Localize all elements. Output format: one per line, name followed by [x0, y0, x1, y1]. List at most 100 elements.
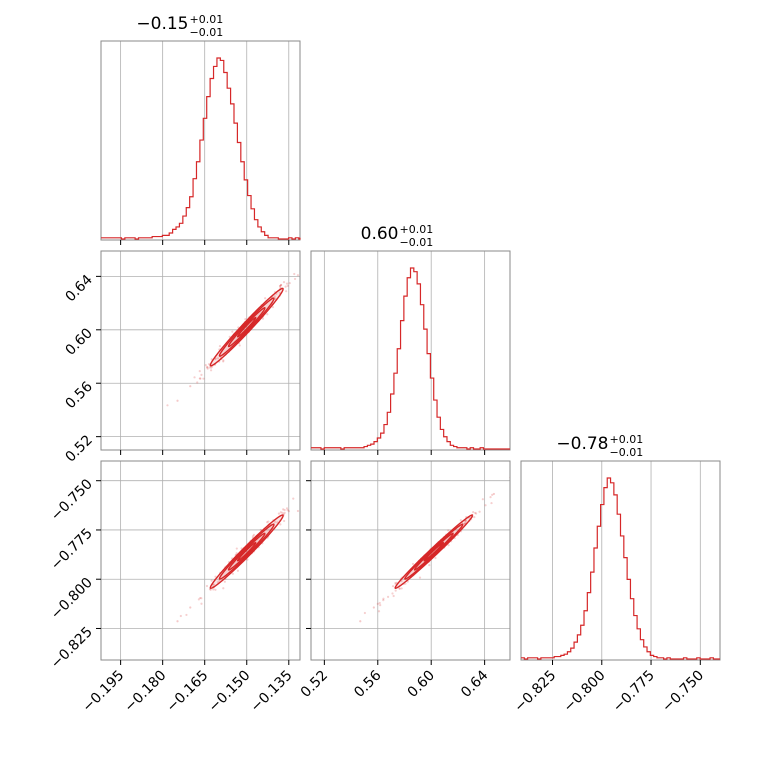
x-tick-label: −0.750 [659, 668, 707, 716]
histogram-panel-1: 0.60 +0.01−0.01 [310, 223, 511, 455]
sample-point [193, 376, 196, 379]
sample-point [166, 404, 169, 407]
sample-point [202, 377, 205, 380]
sample-point [266, 313, 269, 316]
histogram-step-line [311, 267, 510, 450]
panel-title-upper-error: +0.01 [400, 223, 434, 236]
sample-point [382, 597, 385, 600]
sample-point [474, 512, 478, 515]
sample-point [206, 365, 209, 369]
sample-point [386, 595, 390, 598]
sample-point [302, 265, 304, 267]
sample-point [235, 552, 238, 555]
sample-point [214, 575, 217, 578]
panel-frame [100, 250, 301, 451]
sample-point [377, 610, 381, 613]
sample-point [231, 330, 234, 333]
x-tick-label: −0.165 [164, 668, 212, 716]
histogram-step-line [101, 57, 301, 240]
sample-point [283, 511, 286, 514]
contour-level [209, 514, 284, 590]
sample-point [398, 587, 401, 590]
sample-point [185, 613, 188, 617]
panel-frame [100, 40, 301, 241]
sample-point [238, 344, 241, 347]
sample-point [379, 604, 382, 607]
sample-point [261, 317, 265, 320]
panel-title-value: 0.60 [361, 224, 399, 244]
contour-level [236, 316, 257, 338]
sample-point [302, 493, 304, 495]
sample-point [218, 344, 222, 348]
sample-point [394, 589, 397, 592]
sample-point [394, 581, 397, 585]
sample-point [378, 601, 381, 605]
sample-point [491, 493, 494, 496]
sample-point [246, 558, 249, 561]
sample-point [284, 285, 287, 288]
sample-point [287, 510, 291, 513]
sample-point [235, 547, 238, 550]
contour-level [236, 541, 257, 562]
sample-point [391, 592, 394, 595]
contour-level [227, 307, 266, 348]
sample-point [209, 588, 212, 591]
scatter-panel-1-2: 0.52 0.56 0.60 0.64 [298, 460, 511, 701]
sample-point [279, 284, 282, 288]
histogram-panel-2: −0.78 +0.01−0.01 −0.825 −0.800 −0.775 −0.750 [511, 433, 721, 716]
sample-point [296, 274, 300, 277]
panel-title-lower-error: −0.01 [190, 26, 224, 39]
sample-point [208, 366, 211, 369]
sample-point [473, 515, 476, 519]
sample-point [199, 377, 202, 380]
panel-title-lower-error: −0.01 [400, 236, 434, 249]
y-tick-label: 0.64 [62, 272, 95, 305]
sample-point [274, 297, 277, 300]
contour-level [394, 514, 474, 589]
sample-point [411, 562, 415, 566]
scatter-panel-0-1: 0.52 0.56 0.60 0.64 [62, 250, 304, 466]
sample-point [376, 602, 379, 605]
sample-point [404, 582, 407, 585]
sample-point [279, 283, 283, 287]
x-tick-label: −0.135 [248, 668, 296, 716]
sample-point [286, 509, 289, 512]
sample-point [472, 510, 475, 514]
sample-point [216, 357, 220, 360]
sample-point [212, 588, 215, 591]
sample-point [296, 509, 300, 513]
y-tick-label: −0.800 [48, 575, 96, 623]
sample-point [251, 535, 255, 538]
sample-point [205, 584, 209, 588]
sample-point [222, 587, 225, 590]
x-tick-label: −0.825 [511, 668, 559, 716]
sample-point [447, 543, 450, 547]
panel-title-value: −0.78 [556, 434, 608, 454]
sample-point [281, 511, 284, 515]
x-tick-label: 0.56 [351, 667, 384, 700]
sample-point [276, 521, 279, 524]
sample-point [264, 297, 267, 300]
sample-point [223, 580, 226, 583]
sample-point [231, 572, 234, 575]
contour-level [209, 287, 284, 367]
y-tick-label: 0.56 [62, 379, 95, 412]
sample-point [210, 366, 213, 369]
sample-point [218, 579, 221, 582]
sample-point [176, 620, 179, 623]
sample-point [206, 366, 209, 369]
sample-point [418, 576, 422, 579]
sample-point [206, 367, 209, 370]
x-tick-label: −0.150 [206, 668, 254, 716]
y-tick-label: 0.60 [62, 325, 95, 358]
panel-frame [310, 460, 511, 661]
sample-point [474, 511, 477, 515]
sample-point [382, 599, 385, 602]
sample-point [489, 495, 492, 499]
sample-point [391, 585, 395, 588]
sample-point [280, 283, 283, 287]
panel-content [359, 476, 510, 623]
sample-point [285, 507, 289, 510]
sample-point [434, 556, 437, 560]
